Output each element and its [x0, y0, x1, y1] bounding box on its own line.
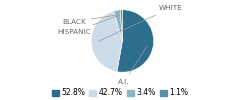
Wedge shape	[117, 10, 154, 72]
Text: BLACK: BLACK	[62, 15, 115, 25]
Text: WHITE: WHITE	[98, 5, 183, 41]
Text: HISPANIC: HISPANIC	[57, 15, 119, 35]
Legend: 52.8%, 42.7%, 3.4%, 1.1%: 52.8%, 42.7%, 3.4%, 1.1%	[51, 88, 189, 98]
Text: A.I.: A.I.	[118, 46, 147, 85]
Wedge shape	[91, 11, 122, 72]
Wedge shape	[120, 10, 122, 41]
Wedge shape	[114, 10, 122, 41]
